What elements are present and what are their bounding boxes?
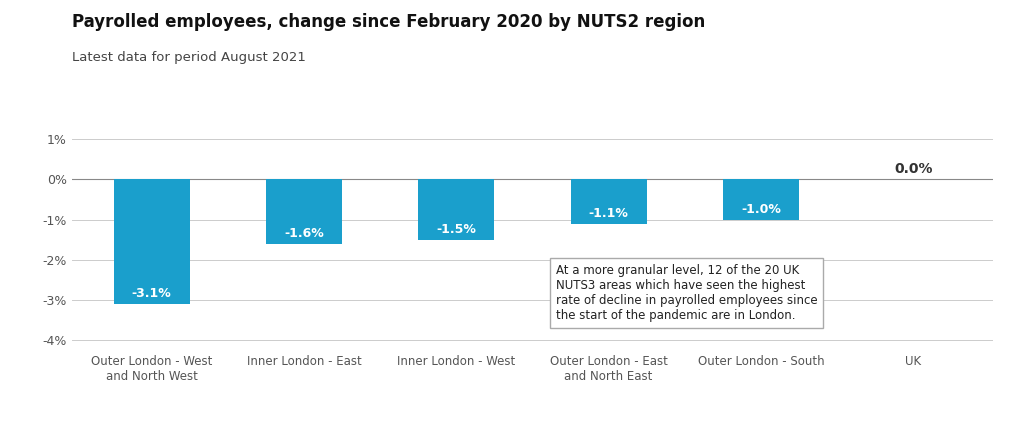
Text: -1.1%: -1.1% bbox=[589, 207, 629, 220]
Text: -1.0%: -1.0% bbox=[741, 203, 781, 215]
Text: Payrolled employees, change since February 2020 by NUTS2 region: Payrolled employees, change since Februa… bbox=[72, 13, 705, 31]
Bar bbox=[266, 179, 342, 244]
Text: -1.5%: -1.5% bbox=[436, 223, 476, 236]
Bar bbox=[114, 179, 189, 304]
Text: Latest data for period August 2021: Latest data for period August 2021 bbox=[72, 51, 305, 64]
Bar bbox=[418, 179, 495, 240]
Text: -3.1%: -3.1% bbox=[132, 287, 172, 300]
Text: At a more granular level, 12 of the 20 UK
NUTS3 areas which have seen the highes: At a more granular level, 12 of the 20 U… bbox=[555, 264, 817, 322]
Bar bbox=[723, 179, 799, 220]
Bar bbox=[570, 179, 647, 224]
Text: -1.6%: -1.6% bbox=[284, 227, 324, 240]
Text: 0.0%: 0.0% bbox=[894, 162, 933, 176]
